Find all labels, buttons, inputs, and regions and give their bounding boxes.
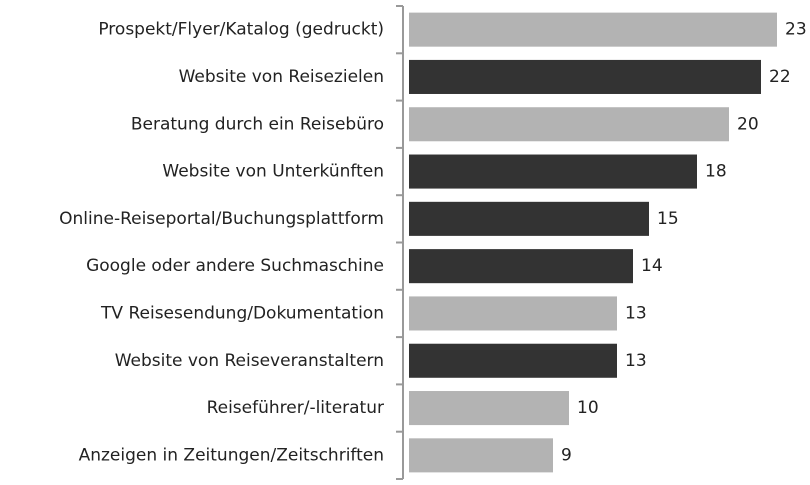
category-label: Website von Reiseveranstaltern [115,351,384,371]
category-label: TV Reisesendung/Dokumentation [100,303,384,323]
category-label: Google oder andere Suchmaschine [86,256,384,276]
bar [409,59,761,94]
category-label: Website von Reisezielen [179,67,384,87]
category-label: Prospekt/Flyer/Katalog (gedruckt) [98,20,384,40]
bar [409,438,553,473]
bar [409,201,649,236]
bar [409,296,617,331]
value-label: 15 [657,209,679,229]
value-label: 13 [625,351,647,371]
bar [409,107,729,142]
value-label: 22 [769,67,791,87]
bar [409,343,617,378]
bar [409,154,697,189]
category-label: Anzeigen in Zeitungen/Zeitschriften [79,445,384,465]
category-label: Reiseführer/-literatur [207,398,384,418]
bar [409,249,633,284]
value-label: 9 [561,445,572,465]
bar [409,391,569,426]
value-label: 13 [625,303,647,323]
bar [409,12,777,47]
value-label: 10 [577,398,599,418]
value-label: 18 [705,162,727,182]
value-label: 14 [641,256,663,276]
value-label: 20 [737,114,759,134]
category-label: Online-Reiseportal/Buchungsplattform [59,209,384,229]
category-label: Website von Unterkünften [162,162,384,182]
category-label: Beratung durch ein Reisebüro [131,114,384,134]
value-label: 23 [785,20,807,40]
